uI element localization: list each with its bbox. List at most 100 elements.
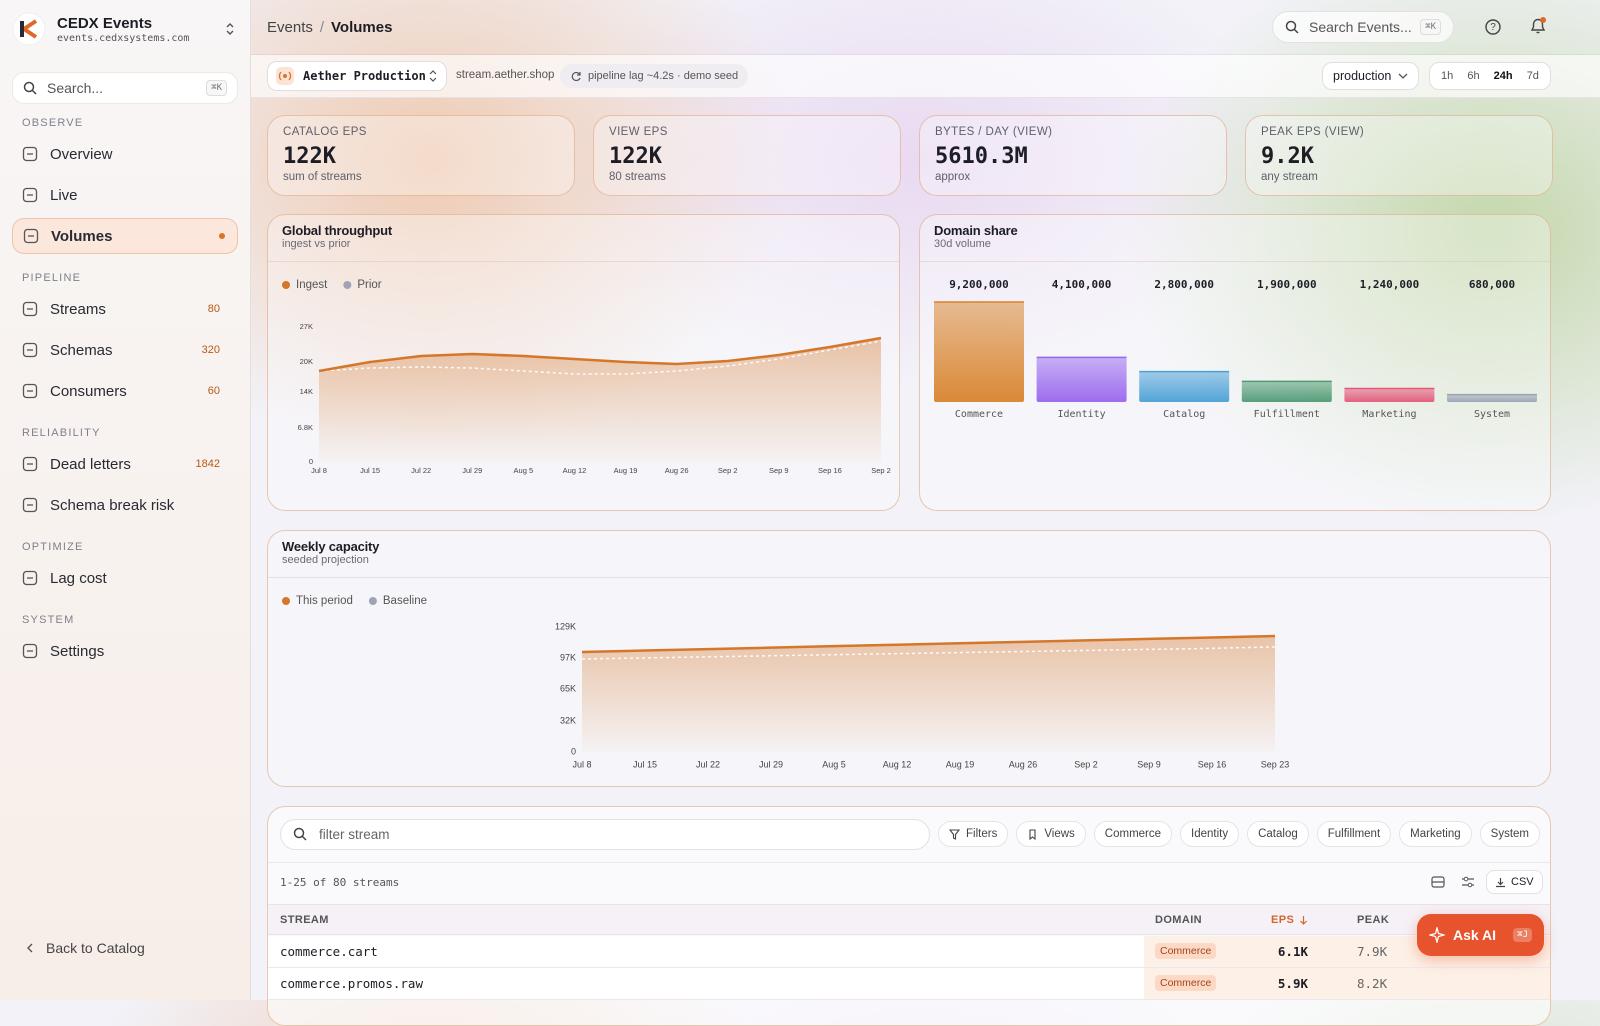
- throughput-chart: 0 6.8K 14K 20K 27K Jul 8 Jul 15 Jul 22 Jul 29 Aug…: [282, 279, 891, 475]
- nav-heading: OPTIMIZE: [22, 541, 84, 553]
- throughput-card: Global throughput ingest vs prior 0 6.8K 1…: [267, 214, 900, 511]
- notifications-icon[interactable]: [1528, 16, 1548, 36]
- search-shortcut: ⌘K: [206, 80, 227, 96]
- icon-shape: [949, 828, 961, 840]
- category-label: Fulfillment: [1254, 409, 1320, 420]
- nav-item[interactable]: Streams 80: [12, 291, 238, 327]
- nav-heading: PIPELINE: [22, 272, 82, 284]
- x-tick-label: Jul 15: [633, 759, 657, 769]
- legend-label: Prior: [357, 279, 381, 291]
- icon-shape: [22, 342, 38, 358]
- domain-chip[interactable]: Commerce: [1093, 821, 1173, 847]
- stream-name: Aether Production: [303, 69, 426, 83]
- csv-button[interactable]: CSV: [1486, 870, 1543, 894]
- chart-title: Global throughput: [282, 223, 392, 238]
- range-option[interactable]: 6h: [1467, 70, 1480, 82]
- nav-heading: OBSERVE: [22, 117, 84, 129]
- status-text: pipeline lag ~4.2s · demo seed: [588, 70, 739, 82]
- crumb[interactable]: Events: [267, 19, 313, 36]
- table-row[interactable]: commerce.cart Commerce 6.1K 7.9K: [268, 936, 1550, 968]
- range-option[interactable]: 7d: [1526, 70, 1539, 82]
- nav-item[interactable]: Dead letters 1842: [12, 446, 238, 482]
- nav-icon: [22, 187, 38, 203]
- ask-ai-button[interactable]: Ask AI ⌘J: [1417, 914, 1544, 956]
- x-tick-label: Jul 22: [411, 466, 431, 475]
- nav-item[interactable]: Live: [12, 177, 238, 213]
- x-tick-label: Jul 8: [311, 466, 327, 475]
- nav-badge: 60: [207, 385, 220, 397]
- search-shortcut: ⌘K: [1420, 19, 1441, 35]
- column-header[interactable]: DOMAIN: [1155, 914, 1202, 926]
- environment: production: [1333, 69, 1392, 83]
- switch-icon[interactable]: [224, 22, 236, 36]
- density-icon[interactable]: [1431, 875, 1445, 889]
- kpi-label: CATALOG EPS: [283, 126, 367, 138]
- domain-chip[interactable]: Identity: [1180, 821, 1240, 847]
- table-row[interactable]: commerce.promos.raw Commerce 5.9K 8.2K: [268, 968, 1550, 1000]
- capacity-chart: 0 32K 65K 97K 129K Jul 8 Jul 15 Jul 22 Jul 29 Aug…: [282, 595, 1289, 769]
- kpi-card: VIEW EPS 122K 80 streams: [593, 115, 901, 196]
- table-toolbar: filter stream Filters Views Commerce Identi…: [280, 818, 1540, 850]
- column-header[interactable]: STREAM: [280, 914, 329, 926]
- search-icon: [293, 827, 307, 841]
- environment-select[interactable]: production: [1322, 62, 1419, 90]
- domain-badge: Commerce: [1155, 943, 1217, 959]
- range-group: 1h 6h 24h 7d: [1429, 62, 1551, 90]
- svg-text:?: ?: [1490, 22, 1496, 33]
- domain-chip[interactable]: Fulfillment: [1316, 821, 1392, 847]
- filter-input[interactable]: filter stream: [280, 818, 931, 850]
- y-tick-label: 14K: [300, 387, 313, 396]
- y-tick-label: 129K: [555, 621, 576, 631]
- x-tick-label: Aug 12: [563, 466, 587, 475]
- x-tick-label: Aug 19: [946, 759, 975, 769]
- sidebar-search[interactable]: Search... ⌘K: [12, 72, 238, 104]
- bar: [1036, 357, 1127, 402]
- chart-subtitle: ingest vs prior: [282, 238, 351, 250]
- domain-chip[interactable]: System: [1479, 821, 1540, 847]
- icon-shape: [22, 570, 38, 586]
- nav-heading: RELIABILITY: [22, 427, 101, 439]
- button-icon: [1029, 828, 1036, 840]
- bar: [1344, 388, 1435, 402]
- x-tick-label: Sep 9: [769, 466, 789, 475]
- search-icon: [1285, 20, 1299, 34]
- nav-item[interactable]: Overview: [12, 136, 238, 172]
- column-label: DOMAIN: [1155, 914, 1203, 926]
- global-search[interactable]: Search Events... ⌘K: [1272, 11, 1454, 43]
- kpi-value: 9.2K: [1261, 144, 1314, 169]
- line: [318, 336, 882, 373]
- line: [581, 634, 1276, 654]
- help-icon[interactable]: ?: [1485, 19, 1501, 35]
- nav-item[interactable]: Lag cost: [12, 560, 238, 596]
- back-link[interactable]: Back to Catalog: [24, 940, 145, 956]
- nav-item[interactable]: Consumers 60: [12, 373, 238, 409]
- column-header[interactable]: EPS: [1271, 914, 1308, 926]
- kpi-value: 122K: [609, 144, 662, 169]
- value-label: 1,900,000: [1257, 278, 1317, 291]
- icon-shape: [1029, 828, 1036, 840]
- nav-item[interactable]: Schema break risk: [12, 487, 238, 523]
- range-option[interactable]: 1h: [1441, 70, 1454, 82]
- domain-chip[interactable]: Marketing: [1399, 821, 1472, 847]
- stream-name: commerce.cart: [280, 944, 378, 959]
- back-label: Back to Catalog: [46, 940, 145, 956]
- nav-item[interactable]: Settings: [12, 633, 238, 669]
- nav-item[interactable]: Volumes: [12, 218, 238, 254]
- toolbar-button[interactable]: Filters: [938, 821, 1009, 847]
- toolbar-button[interactable]: Views: [1016, 821, 1086, 847]
- stream-icon: [276, 67, 294, 85]
- nav-label: Lag cost: [50, 569, 107, 587]
- nav-icon: [22, 643, 38, 659]
- range-option[interactable]: 24h: [1493, 70, 1513, 82]
- line: [318, 340, 882, 375]
- icon-shape: [22, 497, 38, 513]
- domain-chip[interactable]: Catalog: [1247, 821, 1309, 847]
- columns-icon[interactable]: [1461, 875, 1475, 889]
- peak-value: 7.9K: [1357, 944, 1388, 959]
- nav-item[interactable]: Schemas 320: [12, 332, 238, 368]
- nav-label: Schema break risk: [50, 496, 175, 514]
- nav-label: Streams: [50, 300, 106, 318]
- stream-picker[interactable]: Aether Production: [267, 61, 447, 91]
- column-header[interactable]: PEAK: [1357, 914, 1389, 926]
